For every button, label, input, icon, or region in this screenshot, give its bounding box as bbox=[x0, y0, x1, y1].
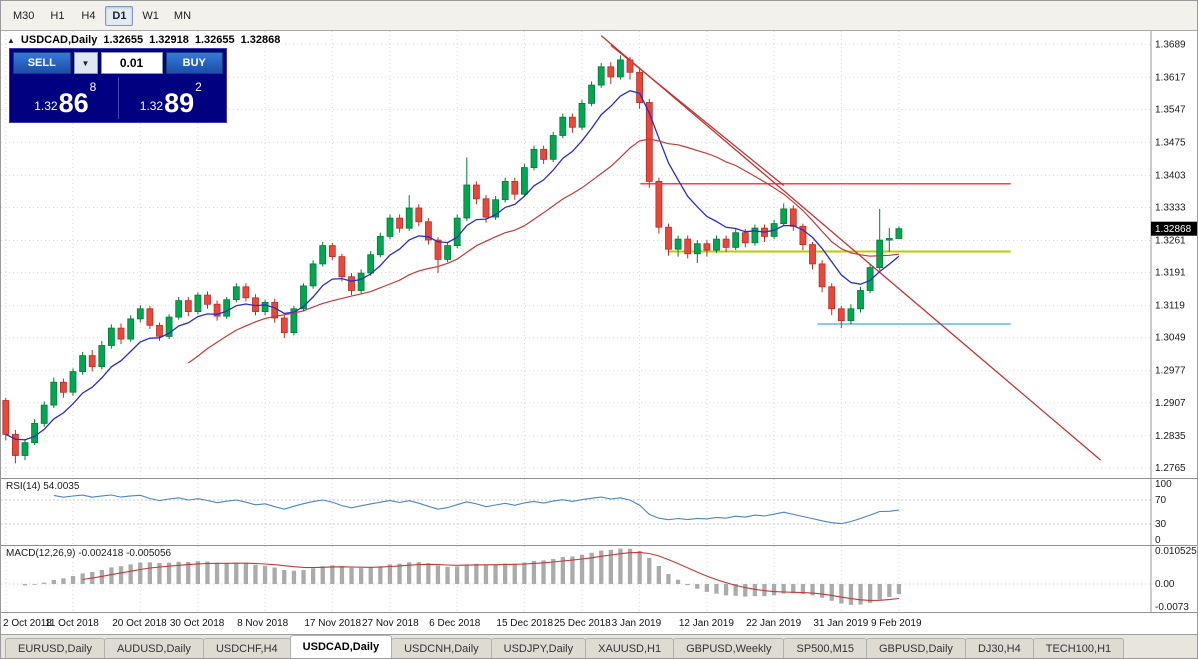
chart-tab-dj30-h4[interactable]: DJ30,H4 bbox=[964, 638, 1034, 658]
svg-text:70: 70 bbox=[1155, 495, 1167, 506]
chart-tabs-bar: EURUSD,Daily AUDUSD,Daily USDCHF,H4 USDCAD,… bbox=[1, 634, 1197, 658]
rsi-indicator-label: RSI(14) 54.0035 bbox=[6, 481, 80, 492]
svg-text:1.3333: 1.3333 bbox=[1155, 203, 1186, 214]
chart-tab-gbpusd-daily[interactable]: GBPUSD,Daily bbox=[865, 638, 966, 658]
ohlc-close: 1.32868 bbox=[240, 34, 281, 46]
main-chart-panel: 1.3689 1.3617 1.3547 1.3475 1.3403 1.3333 1.32… bbox=[1, 31, 1197, 478]
chart-tab-usdcnh-daily[interactable]: USDCNH,Daily bbox=[391, 638, 492, 658]
main-chart-canvas[interactable]: 1.3689 1.3617 1.3547 1.3475 1.3403 1.3333 1.32… bbox=[1, 31, 1197, 478]
timeframe-button-h1[interactable]: H1 bbox=[50, 9, 65, 22]
buy-button[interactable]: BUY bbox=[165, 52, 223, 74]
panel-resize-separator[interactable] bbox=[1, 545, 1197, 546]
svg-text:1.2977: 1.2977 bbox=[1155, 366, 1186, 377]
chart-tab-gbpusd-weekly[interactable]: GBPUSD,Weekly bbox=[673, 638, 785, 658]
macd-indicator-label: MACD(12,26,9) -0.002418 -0.005056 bbox=[6, 548, 172, 559]
timeframe-button-m30[interactable]: M30 bbox=[13, 9, 35, 22]
svg-text:1.3475: 1.3475 bbox=[1155, 137, 1186, 148]
chart-tab-xauusd-h1[interactable]: XAUUSD,H1 bbox=[585, 638, 675, 658]
rsi-chart-canvas[interactable]: 100 70 30 0 bbox=[1, 479, 1197, 545]
timeframe-button-d1[interactable]: D1 bbox=[105, 5, 134, 26]
date-label: 6 Dec 2018 bbox=[429, 618, 481, 629]
svg-text:1.2835: 1.2835 bbox=[1155, 431, 1186, 442]
date-label: 27 Nov 2018 bbox=[361, 618, 419, 629]
date-label: 2 Oct 2018 bbox=[3, 618, 52, 629]
chart-tab-eurusd-daily[interactable]: EURUSD,Daily bbox=[5, 638, 105, 658]
sell-price-point: 8 bbox=[89, 80, 97, 94]
ohlc-high: 1.32918 bbox=[149, 34, 189, 46]
buy-price-display[interactable]: 1.32 89 2 bbox=[119, 77, 224, 119]
svg-text:1.3403: 1.3403 bbox=[1155, 170, 1186, 181]
macd-panel: 0.010525 0.00 -0.0073 MACD(12,26,9) -0.002… bbox=[1, 546, 1197, 612]
chart-symbol-label: USDCAD,Daily bbox=[20, 34, 98, 46]
date-label: 30 Oct 2018 bbox=[169, 618, 225, 629]
sell-price-display[interactable]: 1.32 86 8 bbox=[13, 77, 119, 119]
ohlc-open: 1.32655 bbox=[103, 34, 144, 46]
date-label: 17 Nov 2018 bbox=[304, 618, 362, 629]
svg-text:-0.0073: -0.0073 bbox=[1155, 602, 1189, 612]
chevron-down-icon: ▼ bbox=[81, 58, 90, 68]
date-label: 25 Dec 2018 bbox=[554, 618, 611, 629]
macd-chart-canvas[interactable]: 0.010525 0.00 -0.0073 bbox=[1, 546, 1197, 612]
chart-tab-audusd-daily[interactable]: AUDUSD,Daily bbox=[103, 638, 204, 658]
lot-size-input[interactable]: 0.01 bbox=[100, 52, 163, 74]
chart-ohlc-header: ▲ USDCAD,Daily 1.32655 1.32918 1.32655 1… bbox=[7, 34, 280, 46]
date-axis[interactable]: 2 Oct 2018 11 Oct 2018 20 Oct 2018 30 Oct 2… bbox=[1, 612, 1197, 634]
svg-text:1.3191: 1.3191 bbox=[1155, 268, 1186, 279]
timeframe-toolbar: M30 H1 H4 D1 W1 MN bbox=[1, 1, 1197, 31]
rsi-panel: 100 70 30 0 RSI(14) 54.0035 bbox=[1, 479, 1197, 545]
date-label: 22 Jan 2019 bbox=[746, 618, 802, 629]
sell-button[interactable]: SELL bbox=[13, 52, 71, 74]
svg-text:1.32868: 1.32868 bbox=[1155, 224, 1192, 235]
date-label: 20 Oct 2018 bbox=[112, 618, 167, 629]
svg-text:0: 0 bbox=[1155, 535, 1161, 545]
svg-text:1.3617: 1.3617 bbox=[1155, 72, 1186, 83]
one-click-trading-panel: SELL ▼ 0.01 BUY 1.32 86 8 1.32 89 bbox=[9, 48, 227, 123]
chart-window: 1.3689 1.3617 1.3547 1.3475 1.3403 1.3333 1.32… bbox=[1, 31, 1197, 634]
date-label: 11 Oct 2018 bbox=[45, 618, 99, 629]
svg-text:1.3049: 1.3049 bbox=[1155, 333, 1186, 344]
chart-tab-usdchf-h4[interactable]: USDCHF,H4 bbox=[202, 638, 291, 658]
svg-text:0.00: 0.00 bbox=[1155, 579, 1175, 590]
lot-dropdown-button[interactable]: ▼ bbox=[73, 52, 98, 74]
date-label: 31 Jan 2019 bbox=[813, 618, 869, 629]
date-label: 9 Feb 2019 bbox=[870, 618, 922, 629]
chart-tab-usdjpy-daily[interactable]: USDJPY,Daily bbox=[490, 638, 587, 658]
sell-price-pips: 86 bbox=[58, 88, 89, 119]
ohlc-low: 1.32655 bbox=[194, 34, 235, 46]
timeframe-button-h4[interactable]: H4 bbox=[81, 9, 96, 22]
chart-tab-tech100-h1[interactable]: TECH100,H1 bbox=[1032, 638, 1125, 658]
chart-tab-sp500-m15[interactable]: SP500,M15 bbox=[783, 638, 867, 658]
date-label: 15 Dec 2018 bbox=[496, 618, 554, 629]
svg-text:0.010525: 0.010525 bbox=[1155, 546, 1197, 557]
svg-text:1.3119: 1.3119 bbox=[1155, 301, 1185, 312]
svg-text:1.2765: 1.2765 bbox=[1155, 463, 1186, 474]
svg-text:1.3689: 1.3689 bbox=[1155, 39, 1186, 50]
svg-text:1.3547: 1.3547 bbox=[1155, 104, 1186, 115]
date-label: 12 Jan 2019 bbox=[678, 618, 734, 629]
svg-text:1.2907: 1.2907 bbox=[1155, 398, 1186, 409]
timeframe-button-mn[interactable]: MN bbox=[173, 9, 192, 22]
sell-price-prefix: 1.32 bbox=[34, 99, 58, 113]
date-label: 3 Jan 2019 bbox=[611, 618, 662, 629]
panel-resize-separator[interactable] bbox=[1, 478, 1197, 479]
svg-text:100: 100 bbox=[1155, 479, 1172, 490]
svg-text:1.3261: 1.3261 bbox=[1155, 236, 1186, 247]
buy-price-pips: 89 bbox=[164, 88, 195, 119]
collapse-trade-panel-icon[interactable]: ▲ bbox=[7, 35, 15, 45]
date-label: 8 Nov 2018 bbox=[237, 618, 289, 629]
svg-text:30: 30 bbox=[1155, 519, 1167, 530]
buy-price-prefix: 1.32 bbox=[139, 99, 164, 113]
chart-tab-usdcad-daily[interactable]: USDCAD,Daily bbox=[289, 635, 393, 658]
timeframe-button-w1[interactable]: W1 bbox=[142, 9, 159, 22]
buy-price-point: 2 bbox=[195, 80, 202, 94]
